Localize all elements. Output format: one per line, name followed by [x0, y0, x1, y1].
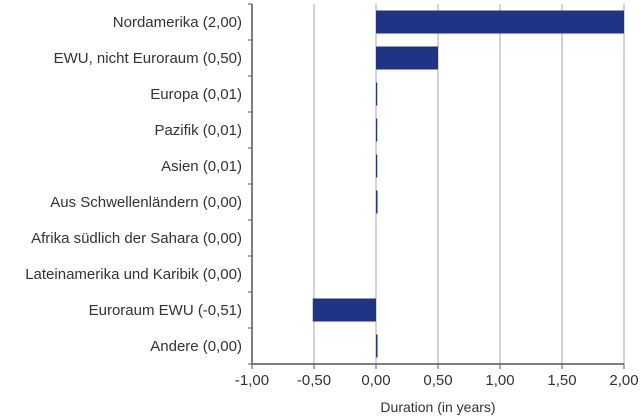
bars: [312, 10, 624, 358]
bar: [376, 154, 378, 178]
axes: [248, 3, 625, 369]
x-tick-label: 1,00: [485, 372, 514, 389]
x-tick-label: 2,00: [609, 372, 638, 389]
category-label: Pazifik (0,01): [154, 122, 242, 139]
bar: [376, 46, 438, 70]
x-tick-label: -1,00: [235, 372, 269, 389]
x-tick-label: -0,50: [297, 372, 331, 389]
category-label: Euroraum EWU (-0,51): [89, 302, 242, 319]
bar: [376, 10, 624, 34]
category-label: Lateinamerika und Karibik (0,00): [25, 266, 242, 283]
category-label: Afrika südlich der Sahara (0,00): [31, 230, 242, 247]
x-tick-label: 0,00: [361, 372, 390, 389]
bar: [376, 118, 378, 142]
category-label: Aus Schwellenländern (0,00): [50, 194, 242, 211]
bar: [376, 82, 378, 106]
category-label: Europa (0,01): [150, 86, 242, 103]
x-axis-title: Duration (in years): [380, 399, 495, 415]
bar: [376, 334, 378, 358]
x-tick-label: 1,50: [547, 372, 576, 389]
bar: [376, 190, 378, 214]
category-labels: Nordamerika (2,00) EWU, nicht Euroraum (0…: [25, 14, 242, 355]
x-tick-label: 0,50: [423, 372, 452, 389]
category-label: Asien (0,01): [161, 158, 242, 175]
category-label: Nordamerika (2,00): [113, 14, 242, 31]
category-label: EWU, nicht Euroraum (0,50): [54, 50, 242, 67]
bar: [312, 298, 376, 322]
category-label: Andere (0,00): [150, 338, 242, 355]
x-tick-labels: -1,00 -0,50 0,00 0,50 1,00 1,50 2,00: [235, 372, 639, 389]
